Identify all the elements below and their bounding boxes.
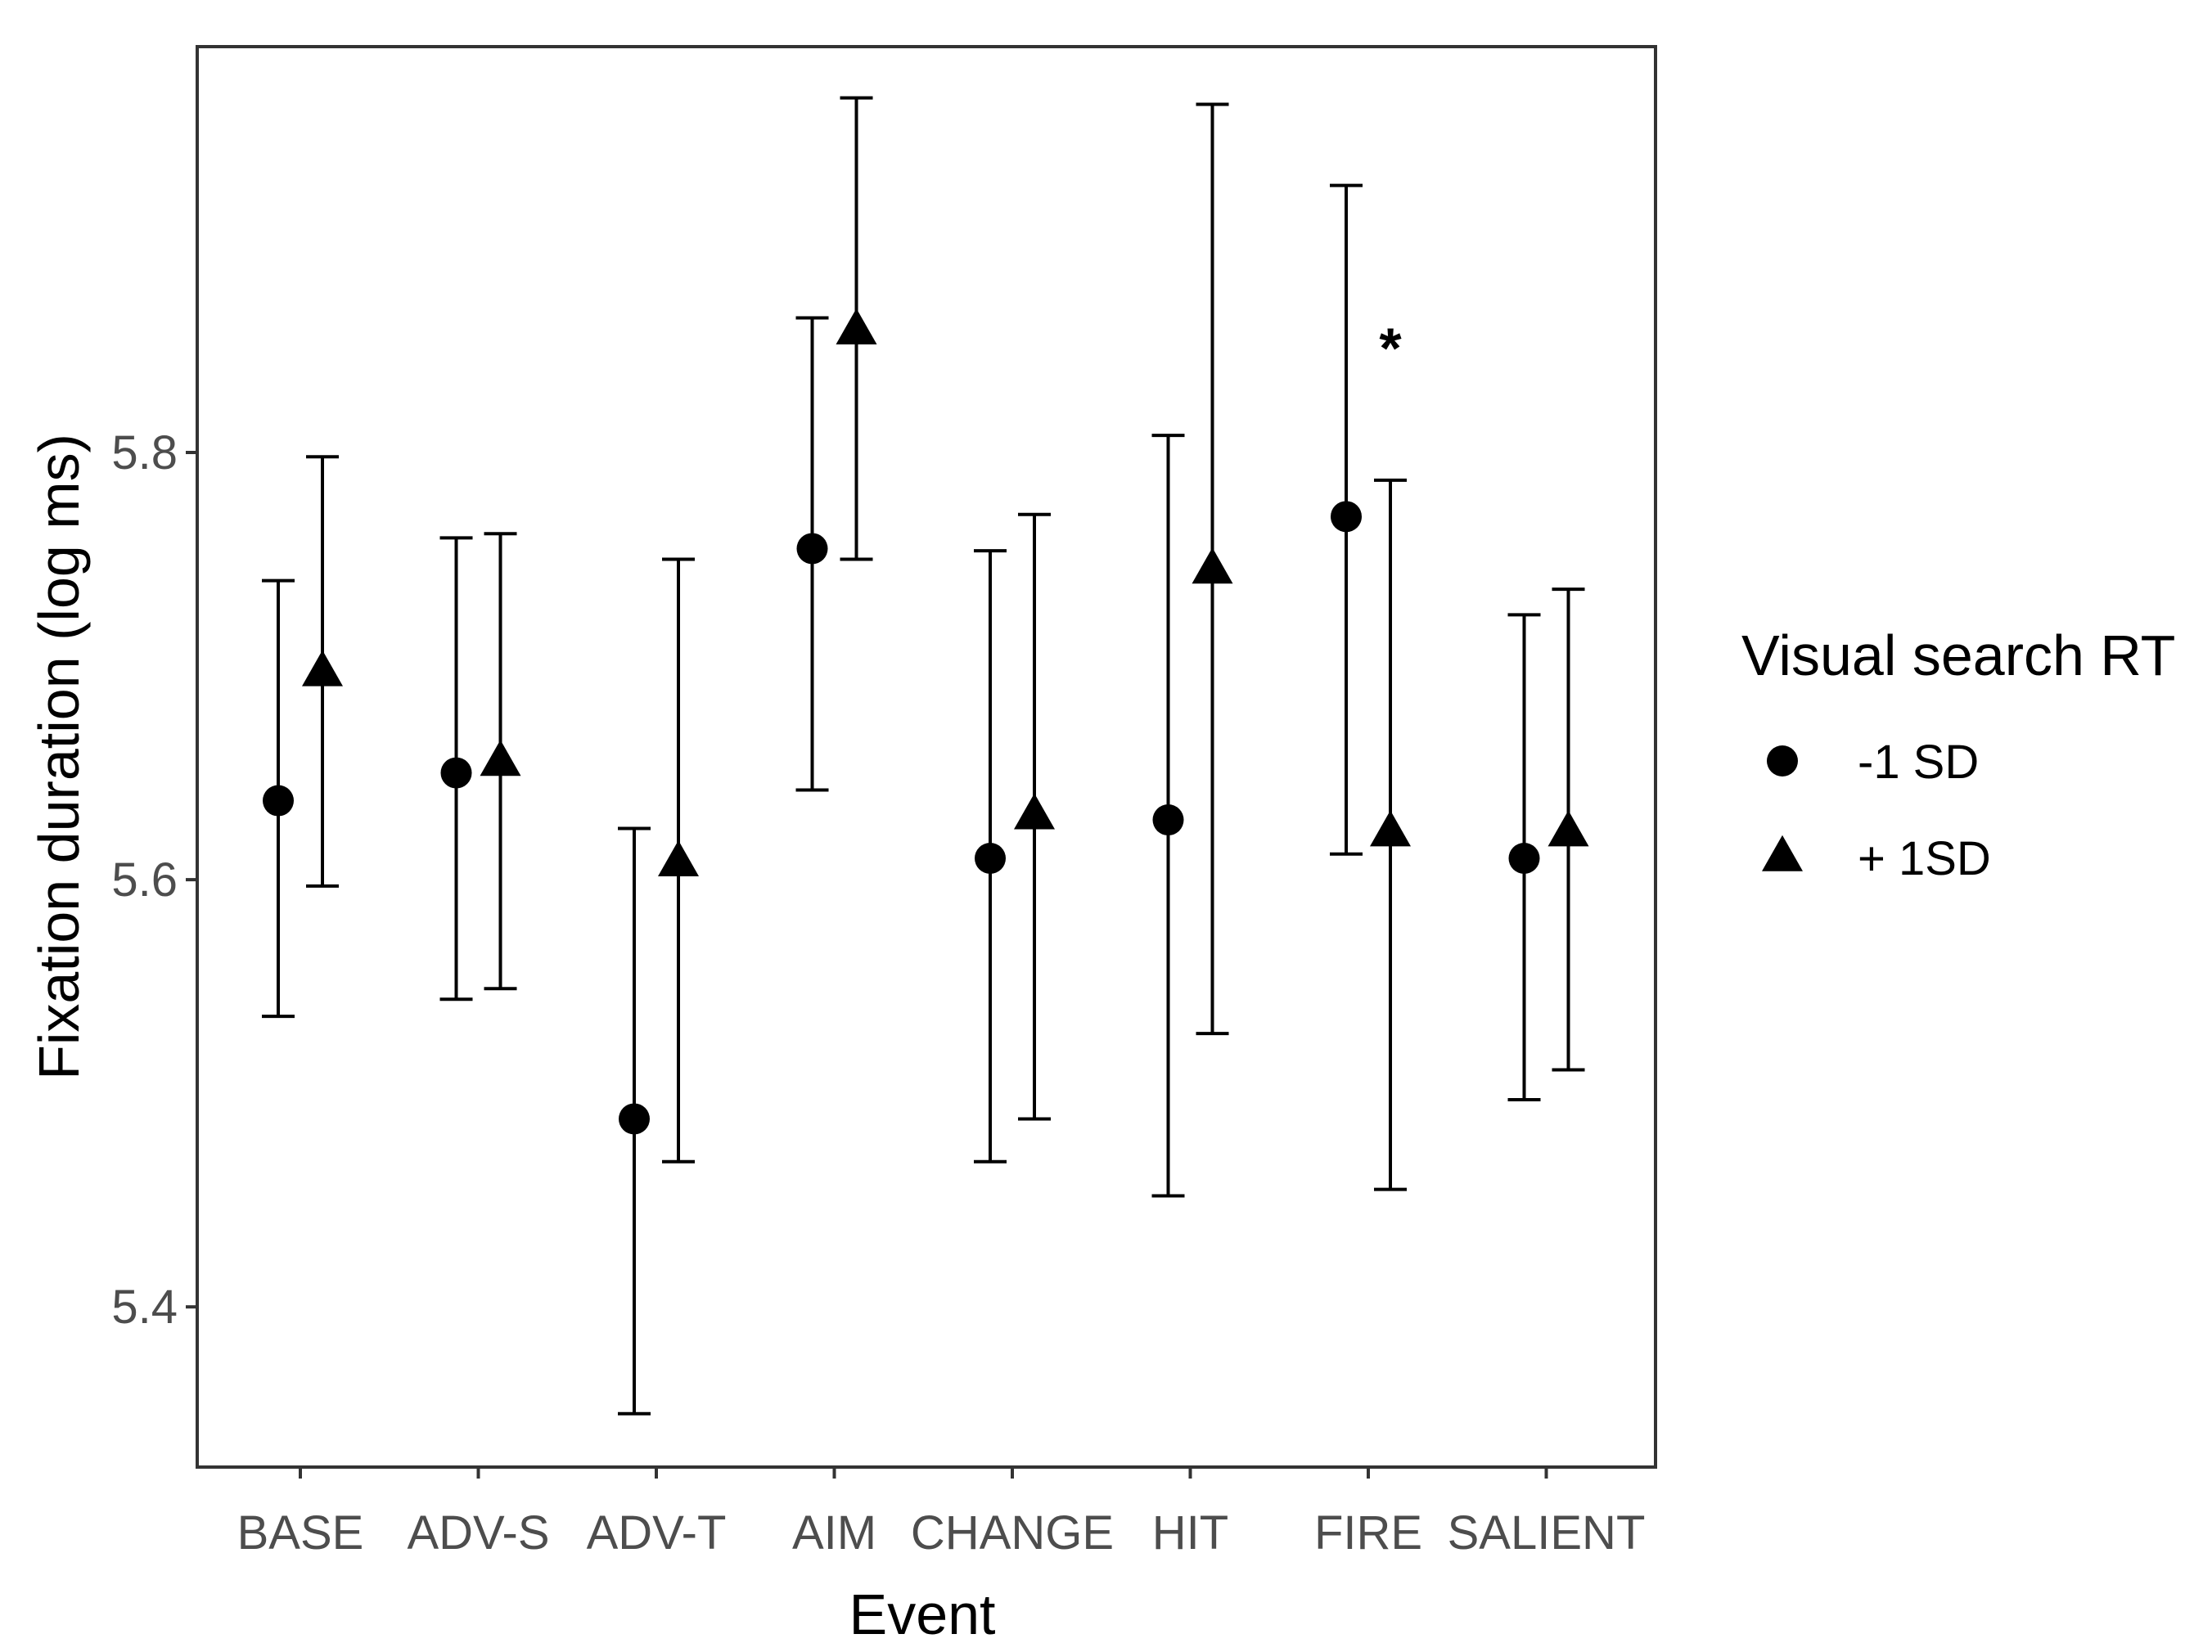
x-tick-label-change: CHANGE — [911, 1506, 1114, 1560]
legend-key-minus — [1767, 745, 1798, 776]
point-minus-base — [263, 785, 294, 817]
data-marks — [262, 96, 1589, 1416]
point-group-minus-adv-s — [439, 536, 473, 1002]
point-group-plus-aim — [836, 96, 877, 561]
y-tick-label-2: 5.8 — [111, 426, 178, 479]
x-tick-label-base: BASE — [237, 1506, 364, 1560]
point-minus-change — [975, 843, 1006, 874]
legend-key-plus — [1762, 835, 1803, 871]
x-tick-label-adv-t: ADV-T — [587, 1506, 727, 1560]
point-group-minus-adv-t — [618, 826, 651, 1416]
y-axis: 5.4 5.6 5.8 — [111, 426, 197, 1334]
legend-title: Visual search RT — [1741, 623, 2175, 687]
x-tick-label-salient: SALIENT — [1448, 1506, 1646, 1560]
point-group-plus-adv-t — [658, 557, 699, 1164]
y-axis-title: Fixation duration (log ms) — [27, 434, 91, 1080]
legend-label-minus: -1 SD — [1858, 736, 1979, 789]
point-plus-adv-t — [658, 840, 699, 876]
point-group-minus-salient — [1507, 613, 1541, 1101]
x-axis-title: Event — [849, 1582, 996, 1646]
point-plus-adv-s — [480, 740, 521, 776]
point-group-minus-hit — [1151, 434, 1185, 1198]
x-axis: BASE ADV-S ADV-T AIM CHANGE HIT FIRE SALIENT — [237, 1467, 1646, 1560]
x-tick-label-hit: HIT — [1152, 1506, 1228, 1560]
point-plus-salient — [1547, 810, 1589, 847]
x-tick-label-aim: AIM — [792, 1506, 876, 1560]
point-group-plus-fire — [1370, 478, 1411, 1191]
x-tick-label-adv-s: ADV-S — [407, 1506, 549, 1560]
point-plus-hit — [1192, 547, 1233, 584]
point-plus-base — [302, 650, 343, 686]
point-group-minus-change — [974, 549, 1007, 1164]
point-minus-salient — [1508, 843, 1540, 874]
point-minus-adv-s — [440, 757, 472, 789]
annotations: * — [1379, 316, 1402, 380]
y-tick-label-1: 5.6 — [111, 853, 178, 907]
point-group-minus-base — [262, 578, 295, 1019]
point-group-minus-aim — [795, 316, 829, 792]
point-plus-fire — [1370, 810, 1411, 847]
legend-label-plus: + 1SD — [1858, 832, 1991, 885]
legend: Visual search RT -1 SD + 1SD — [1741, 623, 2175, 885]
point-plus-change — [1014, 793, 1055, 830]
point-minus-fire — [1331, 501, 1362, 533]
plot-panel — [196, 45, 1657, 1469]
point-group-plus-change — [1014, 512, 1055, 1121]
point-group-minus-fire — [1330, 183, 1363, 856]
significance-annotation-0: * — [1379, 316, 1402, 380]
point-minus-hit — [1152, 804, 1184, 836]
point-group-plus-adv-s — [480, 532, 521, 991]
point-group-plus-salient — [1547, 587, 1589, 1072]
point-minus-aim — [796, 533, 828, 565]
y-tick-label-0: 5.4 — [111, 1281, 178, 1334]
point-group-plus-hit — [1192, 102, 1233, 1036]
point-minus-adv-t — [619, 1103, 650, 1135]
point-group-plus-base — [302, 455, 343, 888]
x-tick-label-fire: FIRE — [1314, 1506, 1422, 1560]
point-plus-aim — [836, 308, 877, 344]
